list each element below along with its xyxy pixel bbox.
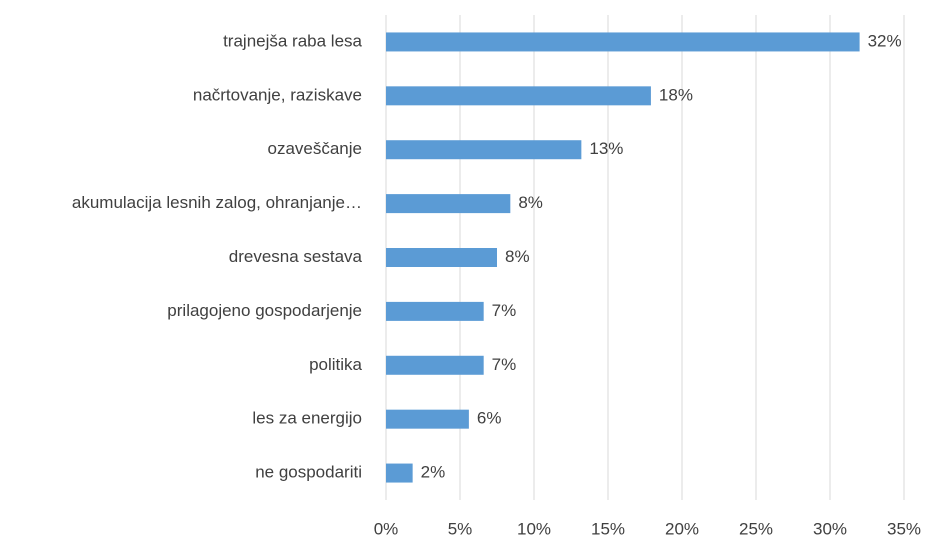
x-tick-label: 5% xyxy=(448,519,473,538)
value-label: 6% xyxy=(477,409,502,428)
bar xyxy=(386,32,860,52)
value-label: 7% xyxy=(492,355,517,374)
bar xyxy=(386,140,582,160)
x-tick-label: 30% xyxy=(813,519,847,538)
value-label: 2% xyxy=(421,463,446,482)
x-tick-label: 10% xyxy=(517,519,551,538)
bar xyxy=(386,248,497,267)
value-label: 13% xyxy=(589,139,623,158)
y-tick-label: ozaveščanje xyxy=(267,139,362,158)
value-label: 8% xyxy=(518,193,543,212)
y-tick-label: akumulacija lesnih zalog, ohranjanje… xyxy=(72,193,362,212)
bar xyxy=(386,409,469,429)
value-label: 8% xyxy=(505,247,530,266)
y-tick-label: ne gospodariti xyxy=(255,463,362,482)
y-tick-label: politika xyxy=(309,355,362,374)
y-tick-label: prilagojeno gospodarjenje xyxy=(167,301,362,320)
bar xyxy=(386,86,651,106)
bar xyxy=(386,463,413,483)
bar xyxy=(386,301,484,321)
value-label: 7% xyxy=(492,301,517,320)
y-tick-label: načrtovanje, raziskave xyxy=(193,85,362,104)
bar xyxy=(386,194,511,214)
value-label: 32% xyxy=(868,31,902,50)
value-label: 18% xyxy=(659,85,693,104)
x-tick-label: 25% xyxy=(739,519,773,538)
x-tick-label: 35% xyxy=(887,519,921,538)
y-tick-label: drevesna sestava xyxy=(229,247,363,266)
bar xyxy=(386,355,484,375)
y-tick-label: trajnejša raba lesa xyxy=(223,31,362,50)
x-tick-label: 20% xyxy=(665,519,699,538)
y-tick-label: les za energijo xyxy=(252,409,362,428)
x-tick-label: 0% xyxy=(374,519,399,538)
x-tick-label: 15% xyxy=(591,519,625,538)
